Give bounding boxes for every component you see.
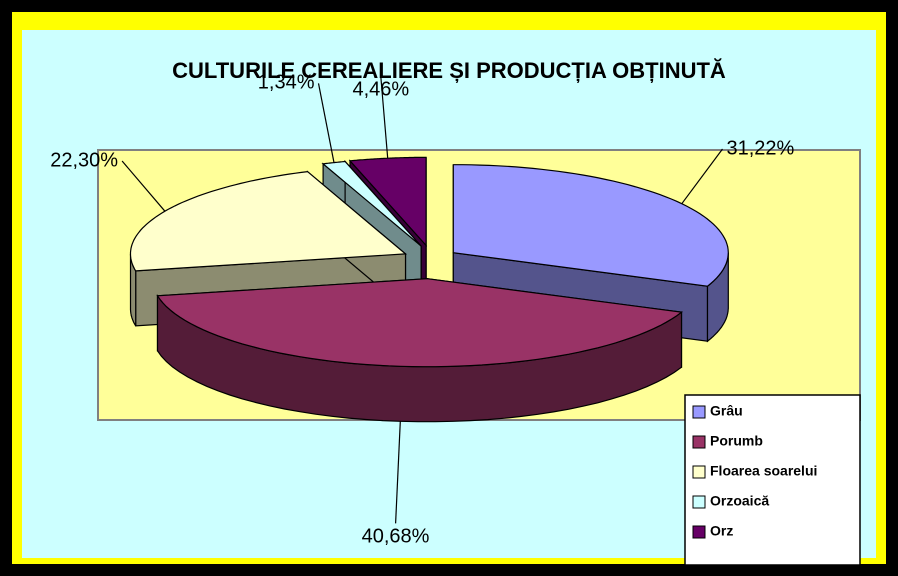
slice-top	[156, 278, 684, 368]
data-label: 40,68%	[362, 526, 430, 548]
chart-title: CULTURILE CEREALIERE ȘI PRODUCȚIA OBȚINU…	[172, 58, 726, 83]
leader-line	[121, 160, 166, 212]
legend-label: Grâu	[710, 403, 743, 419]
leader-line	[681, 148, 723, 205]
legend-swatch	[692, 495, 706, 509]
legend	[684, 394, 861, 566]
data-label: 4,46%	[352, 79, 409, 101]
leader-line	[380, 76, 389, 159]
legend-label: Orz	[710, 523, 733, 539]
legend-label: Floarea soarelui	[710, 463, 817, 479]
data-label: 22,30%	[50, 149, 118, 171]
leader-line	[317, 83, 335, 163]
legend-swatch	[692, 525, 706, 539]
legend-swatch	[692, 405, 706, 419]
data-label: 1,34%	[258, 72, 315, 94]
leader-line	[395, 421, 401, 524]
data-label: 31,22%	[726, 137, 794, 159]
legend-swatch	[692, 435, 706, 449]
legend-label: Orzoaică	[710, 493, 769, 509]
legend-label: Porumb	[710, 433, 763, 449]
slice	[156, 278, 684, 423]
legend-swatch	[692, 465, 706, 479]
